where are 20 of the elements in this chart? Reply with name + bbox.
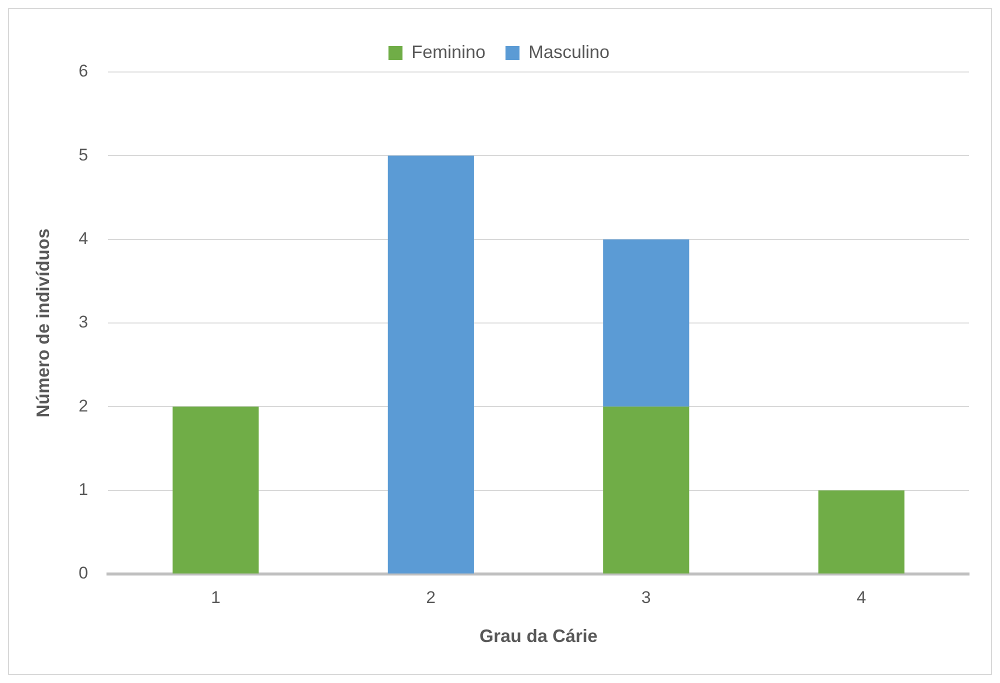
x-tick-label: 3	[641, 588, 651, 607]
bar	[603, 406, 690, 574]
legend-label: Masculino	[528, 42, 610, 62]
y-tick-label: 6	[78, 62, 88, 81]
bar	[603, 239, 690, 407]
x-tick-label: 1	[210, 588, 220, 607]
y-tick-label: 2	[78, 396, 88, 416]
y-tick-label: 4	[78, 229, 88, 248]
bar	[388, 156, 474, 574]
x-tick-label: 4	[856, 588, 866, 607]
y-tick-label: 0	[78, 564, 88, 583]
y-tick-label: 5	[78, 145, 88, 164]
y-tick-label: 1	[78, 480, 88, 500]
y-tick-label: 3	[78, 312, 88, 332]
x-tick-label: 2	[426, 588, 436, 607]
x-axis-title: Grau da Cárie	[480, 626, 598, 646]
y-axis-title: Número de indivíduos	[32, 228, 53, 418]
legend-label: Feminino	[411, 42, 486, 62]
bar	[818, 490, 904, 574]
bar	[172, 406, 259, 574]
